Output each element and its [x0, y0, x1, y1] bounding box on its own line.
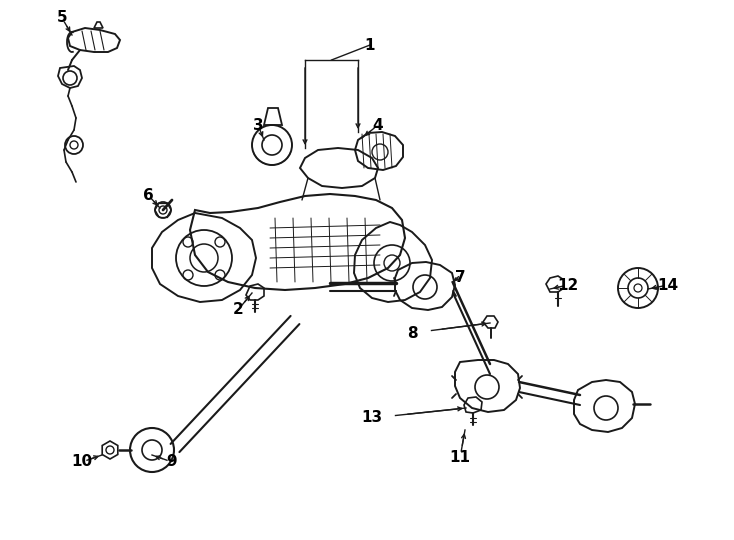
Text: 4: 4	[373, 118, 383, 132]
Text: 8: 8	[407, 326, 418, 341]
Text: 9: 9	[167, 455, 178, 469]
Text: 14: 14	[658, 278, 678, 293]
Text: 1: 1	[365, 37, 375, 52]
Text: 7: 7	[454, 271, 465, 286]
Text: 11: 11	[449, 450, 470, 465]
Text: 5: 5	[57, 10, 68, 25]
Text: 10: 10	[71, 455, 92, 469]
Text: 6: 6	[142, 187, 153, 202]
Text: 12: 12	[557, 278, 578, 293]
Text: 13: 13	[361, 410, 382, 426]
Text: 2: 2	[233, 302, 244, 318]
Text: 3: 3	[252, 118, 264, 132]
